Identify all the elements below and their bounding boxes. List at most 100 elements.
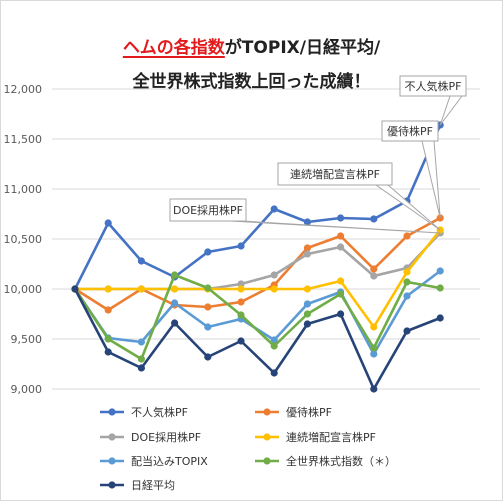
callout-label: 連続増配宣言株PF	[290, 167, 380, 181]
data-point	[370, 265, 378, 273]
data-point	[370, 350, 378, 358]
legend-label: 配当込みTOPIX	[131, 454, 208, 468]
series-line	[75, 232, 442, 291]
data-point	[237, 337, 245, 345]
data-point	[370, 323, 378, 331]
data-point	[303, 310, 311, 318]
callout: 不人気株PF	[399, 75, 467, 126]
legend-swatch-marker	[108, 433, 116, 441]
data-point	[104, 219, 112, 227]
legend-item: 連続増配宣言株PF	[255, 430, 376, 444]
legend: 不人気株PF 優待株PF DOE採用株PF 連続増配宣言株PF 配当込みTOPIX 全世界…	[100, 405, 396, 492]
series-line	[73, 124, 442, 290]
data-point	[137, 338, 145, 346]
callout-box	[169, 198, 247, 222]
data-point	[270, 271, 278, 279]
legend-swatch-marker	[263, 457, 271, 465]
callout-pointer	[421, 140, 441, 219]
callout-pointer	[229, 220, 441, 234]
data-point	[303, 300, 311, 308]
series-lines	[71, 121, 444, 393]
data-point	[137, 285, 145, 293]
series-4	[71, 267, 444, 358]
y-tick-label: 11,000	[4, 183, 43, 196]
data-point	[137, 364, 145, 372]
data-point	[204, 284, 212, 292]
data-point	[237, 285, 245, 293]
title-rest: がTOPIX/日経平均/	[224, 38, 381, 58]
data-point	[104, 335, 112, 343]
callout: 連続増配宣言株PF	[277, 162, 441, 231]
legend-item: DOE採用株PF	[100, 430, 201, 444]
data-point	[270, 336, 278, 344]
callout-pointer	[439, 95, 464, 126]
data-point	[237, 242, 245, 250]
legend-label: DOE採用株PF	[131, 430, 201, 444]
callout-box	[399, 75, 467, 97]
legend-item: 優待株PF	[255, 405, 332, 419]
data-point	[403, 232, 411, 240]
legend-item: 日経平均	[100, 479, 175, 492]
series-line	[73, 273, 441, 361]
legend-label: 全世界株式指数（＊）	[286, 454, 396, 468]
data-point	[270, 342, 278, 350]
legend-label: 連続増配宣言株PF	[286, 430, 376, 444]
y-tick-label: 11,500	[4, 133, 43, 146]
data-point	[370, 385, 378, 393]
data-point	[270, 205, 278, 213]
data-point	[337, 232, 345, 240]
series-5	[71, 271, 444, 363]
data-point	[204, 353, 212, 361]
y-tick-label: 9,500	[11, 333, 43, 346]
series-line	[74, 216, 441, 312]
y-axis-ticks: 9,000 9,500 10,000 10,500 11,000 11,500 12,000	[4, 83, 43, 396]
y-tick-label: 12,000	[4, 83, 43, 96]
callout: DOE採用株PF	[169, 198, 441, 234]
series-line	[73, 288, 441, 391]
y-tick-label: 10,500	[4, 233, 43, 246]
data-point	[370, 215, 378, 223]
title-emphasis: ヘムの各指数	[122, 38, 225, 58]
series-line	[75, 229, 442, 329]
chart-title-line-2: 全世界株式指数上回った成績！	[132, 72, 371, 92]
y-tick-label: 9,000	[11, 383, 43, 396]
legend-label: 日経平均	[131, 479, 175, 492]
legend-swatch-marker	[108, 481, 116, 489]
legend-swatch-marker	[263, 433, 271, 441]
legend-swatch-marker	[108, 408, 116, 416]
data-point	[237, 311, 245, 319]
data-point	[436, 267, 444, 275]
data-point	[403, 327, 411, 335]
legend-label: 不人気株PF	[131, 405, 188, 419]
legend-label: 優待株PF	[286, 405, 332, 419]
data-point	[403, 268, 411, 276]
callouts: 不人気株PF 優待株PF 連続増配宣言株PF DOE採用株PF	[169, 75, 467, 234]
data-point	[436, 284, 444, 292]
legend-item: 配当込みTOPIX	[100, 454, 208, 468]
data-point	[337, 290, 345, 298]
data-point	[303, 250, 311, 258]
data-point	[337, 243, 345, 251]
data-point	[137, 355, 145, 363]
data-point	[137, 257, 145, 265]
data-point	[270, 369, 278, 377]
data-point	[237, 298, 245, 306]
data-point	[403, 292, 411, 300]
callout-pointer	[374, 184, 441, 231]
data-point	[303, 244, 311, 252]
callout-label: DOE採用株PF	[173, 203, 243, 217]
data-point	[337, 277, 345, 285]
legend-item: 全世界株式指数（＊）	[255, 454, 396, 468]
data-point	[171, 319, 179, 327]
data-point	[171, 271, 179, 279]
callout: 優待株PF	[381, 120, 441, 219]
data-point	[71, 285, 79, 293]
data-point	[403, 278, 411, 286]
series-0	[71, 121, 444, 293]
data-point	[204, 323, 212, 331]
data-point	[204, 248, 212, 256]
legend-item: 不人気株PF	[100, 405, 188, 419]
data-point	[270, 285, 278, 293]
data-point	[370, 344, 378, 352]
